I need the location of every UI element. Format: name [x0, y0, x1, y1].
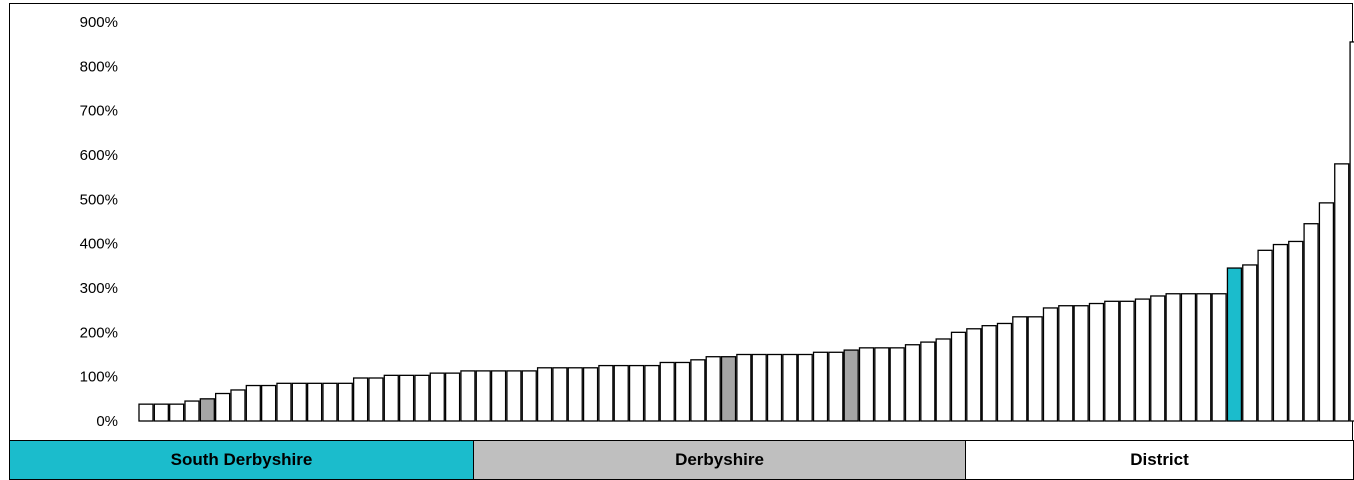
bar [291, 382, 307, 422]
bar [306, 382, 323, 422]
bar [1134, 298, 1151, 422]
bar [1318, 202, 1335, 422]
bar [1150, 295, 1166, 422]
bar [1042, 307, 1059, 422]
bar [276, 382, 292, 422]
bar [981, 325, 997, 422]
y-tick-label: 100% [80, 369, 118, 386]
bar [337, 382, 353, 422]
bar [1027, 316, 1043, 422]
bar [1196, 293, 1212, 422]
bar [260, 384, 277, 422]
bar [828, 351, 844, 422]
bar [1272, 243, 1289, 422]
y-tick-label: 0% [96, 413, 118, 430]
bar [506, 370, 522, 422]
bar [567, 367, 583, 422]
bar [1058, 305, 1074, 422]
bar [1288, 240, 1304, 422]
bars [138, 41, 1354, 422]
bar [1242, 264, 1258, 422]
bar [552, 367, 568, 422]
bar [1211, 293, 1227, 422]
bar-chart: 0% 100% 200% 300% 400% 500% 600% 700% 800% 900% [80, 14, 1354, 430]
bar [1073, 305, 1089, 422]
y-axis-ticks: 0% 100% 200% 300% 400% 500% 600% 700% 800% 900% [80, 14, 118, 430]
bar [475, 370, 491, 422]
bar [1334, 163, 1350, 422]
y-tick-label: 700% [80, 103, 118, 120]
bar [582, 367, 599, 422]
bar [720, 356, 737, 422]
bar [398, 374, 415, 422]
bar [674, 361, 691, 422]
bar [444, 372, 461, 422]
bar [1349, 41, 1354, 422]
bar [245, 384, 261, 422]
bar [812, 351, 829, 422]
bar [153, 403, 169, 422]
y-tick-label: 900% [80, 14, 118, 31]
bar [414, 374, 430, 422]
legend-bar: South Derbyshire Derbyshire District [9, 440, 1354, 480]
bar [1226, 267, 1243, 422]
bar [1303, 223, 1319, 422]
bar [797, 353, 813, 422]
bar [904, 344, 921, 422]
bar [751, 353, 767, 422]
bar [214, 392, 231, 422]
y-tick-label: 600% [80, 147, 118, 164]
bar [874, 347, 890, 422]
bar [889, 347, 905, 422]
y-tick-label: 200% [80, 324, 118, 341]
bar [659, 361, 675, 422]
bar [766, 353, 783, 422]
bar [935, 338, 951, 422]
bar [429, 372, 445, 422]
bar [644, 364, 660, 422]
bar [536, 367, 553, 422]
bar [690, 359, 706, 422]
bar [598, 364, 614, 422]
y-tick-label: 800% [80, 58, 118, 75]
bar [1104, 300, 1120, 422]
bar [199, 398, 215, 422]
bar [138, 403, 154, 422]
bar [460, 370, 476, 422]
y-tick-label: 500% [80, 191, 118, 208]
bar [368, 377, 384, 422]
bar [613, 364, 629, 422]
bar [1165, 293, 1181, 422]
bar [1088, 302, 1105, 422]
bar [352, 377, 369, 422]
y-tick-label: 400% [80, 236, 118, 253]
bar [736, 353, 752, 422]
bar [383, 374, 399, 422]
bar [843, 349, 859, 422]
bar [628, 364, 645, 422]
bar [521, 370, 537, 422]
bar [1119, 300, 1135, 422]
legend-district: District [965, 441, 1353, 479]
bar [1257, 249, 1273, 422]
y-tick-label: 300% [80, 280, 118, 297]
bar [858, 347, 875, 422]
bar [1012, 316, 1028, 422]
bar [184, 400, 200, 422]
bar [782, 353, 798, 422]
bar [966, 328, 982, 422]
bar [950, 331, 967, 422]
legend-south-derbyshire: South Derbyshire [10, 441, 473, 479]
bar [920, 341, 936, 422]
legend-derbyshire: Derbyshire [473, 441, 965, 479]
bar [490, 370, 507, 422]
bar [1180, 293, 1197, 422]
bar [996, 322, 1013, 422]
bar [169, 403, 185, 422]
bar [230, 389, 246, 422]
bar [322, 382, 338, 422]
bar [705, 356, 721, 422]
